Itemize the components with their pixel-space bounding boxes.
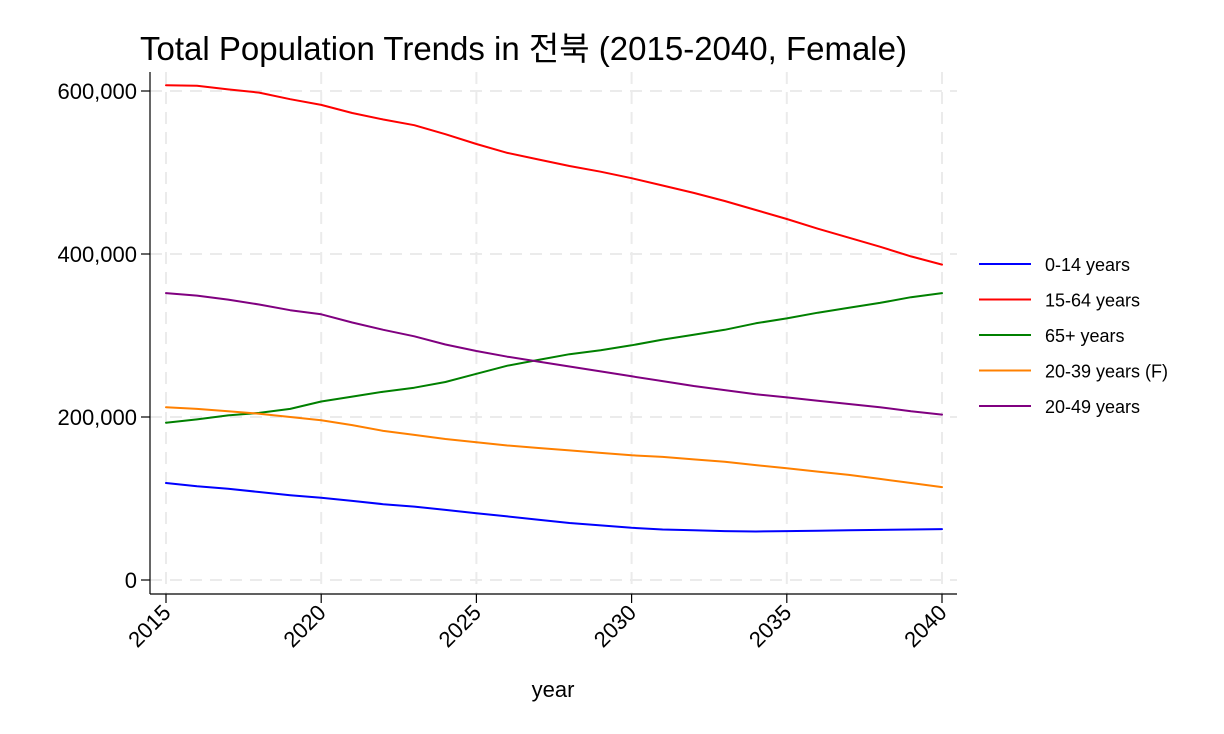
- x-tick-label: 2015: [123, 600, 175, 652]
- series-line: [165, 84, 943, 266]
- x-tick-label: 2020: [278, 600, 330, 652]
- series-line: [165, 292, 943, 424]
- series-line: [165, 292, 943, 416]
- axes: 0 200,000 400,000 600,000 2015 2020 2025 2030 20…: [57, 72, 957, 652]
- x-axis-title: year: [532, 677, 575, 702]
- x-tick-label: 2030: [589, 600, 641, 652]
- x-tick-label: 2040: [899, 600, 951, 652]
- series-lines: [165, 84, 943, 533]
- legend-label: 65+ years: [1045, 326, 1125, 346]
- grid-lines: [150, 72, 957, 594]
- chart-title: Total Population Trends in 전북 (2015-2040…: [140, 30, 907, 67]
- legend-label: 15-64 years: [1045, 291, 1140, 311]
- y-tick-label: 0: [125, 568, 137, 593]
- legend-label: 20-39 years (F): [1045, 362, 1168, 382]
- legend: 0-14 years 15-64 years 65+ years 20-39 year…: [979, 255, 1168, 417]
- x-tick-label: 2025: [434, 600, 486, 652]
- legend-label: 20-49 years: [1045, 397, 1140, 417]
- series-line: [165, 482, 943, 533]
- series-line: [165, 406, 943, 489]
- y-tick-label: 200,000: [57, 405, 137, 430]
- y-tick-label: 400,000: [57, 242, 137, 267]
- y-tick-label: 600,000: [57, 79, 137, 104]
- legend-label: 0-14 years: [1045, 255, 1130, 275]
- x-tick-label: 2035: [744, 600, 796, 652]
